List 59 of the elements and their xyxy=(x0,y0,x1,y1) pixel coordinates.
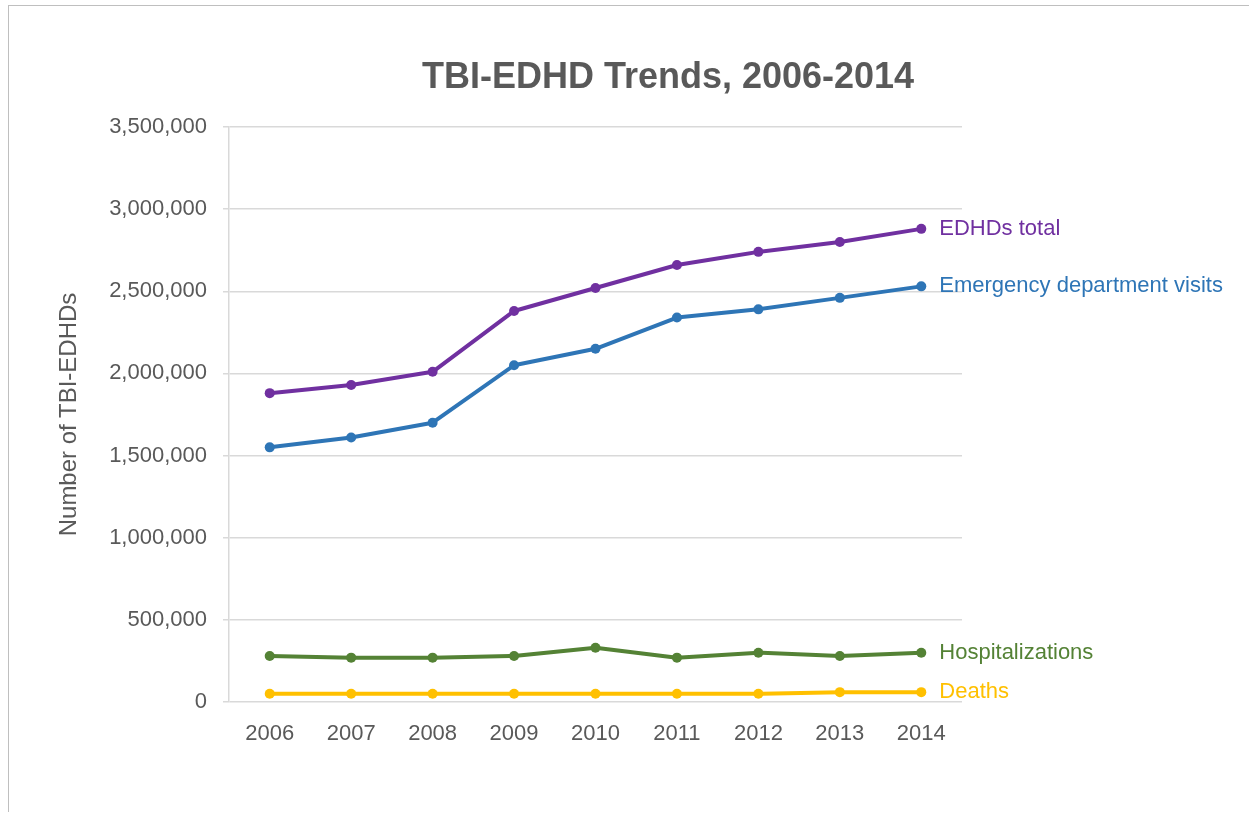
point xyxy=(346,688,357,699)
y-tick-label: 0 xyxy=(194,688,207,714)
x-tick-label: 2009 xyxy=(489,720,539,746)
point xyxy=(264,688,275,699)
point xyxy=(671,260,682,270)
x-tick-label: 2014 xyxy=(896,720,946,746)
point xyxy=(590,283,601,293)
point xyxy=(671,652,682,663)
point xyxy=(590,343,601,354)
point xyxy=(590,642,601,653)
point xyxy=(346,379,357,390)
y-tick-label: 2,500,000 xyxy=(109,277,207,303)
point xyxy=(834,651,845,661)
y-tick-label: 500,000 xyxy=(127,605,207,631)
chart-title: TBI-EDHD Trends, 2006-2014 xyxy=(420,55,916,96)
point xyxy=(916,687,927,698)
point xyxy=(753,688,764,699)
point xyxy=(509,306,520,316)
point xyxy=(509,360,520,371)
x-tick-label: 2012 xyxy=(733,720,783,746)
point xyxy=(427,652,438,663)
x-tick-label: 2007 xyxy=(326,720,376,746)
y-tick-label: 2,000,000 xyxy=(109,359,207,385)
point xyxy=(509,688,520,699)
point xyxy=(916,223,927,234)
y-tick-label: 1,500,000 xyxy=(109,441,207,467)
x-tick-label: 2013 xyxy=(815,720,865,746)
point xyxy=(427,366,438,377)
series-label: Emergency department visits xyxy=(939,272,1223,298)
y-tick-label: 3,000,000 xyxy=(109,195,207,221)
point xyxy=(671,312,682,323)
point xyxy=(509,651,520,661)
point xyxy=(916,281,927,292)
y-axis-title: Number of TBI-EDHDs xyxy=(54,292,82,537)
point xyxy=(427,688,438,699)
point xyxy=(590,688,601,699)
point xyxy=(671,688,682,699)
point xyxy=(264,651,275,661)
point xyxy=(346,432,357,443)
series-label: EDHDs total xyxy=(939,214,1061,240)
point xyxy=(753,246,764,257)
x-tick-label: 2011 xyxy=(653,720,701,746)
x-tick-label: 2008 xyxy=(408,720,458,746)
point xyxy=(834,687,845,698)
point xyxy=(916,647,927,658)
y-tick-label: 3,500,000 xyxy=(109,113,207,139)
point xyxy=(753,304,764,315)
x-tick-label: 2010 xyxy=(571,720,620,746)
point xyxy=(834,237,845,247)
x-tick-label: 2006 xyxy=(245,720,295,746)
y-tick-label: 1,000,000 xyxy=(109,523,207,549)
series-label: Deaths xyxy=(939,678,1009,704)
point xyxy=(346,652,357,663)
point xyxy=(264,442,275,453)
series-label: Hospitalizations xyxy=(939,638,1094,664)
point xyxy=(264,388,275,399)
point xyxy=(834,292,845,303)
point xyxy=(753,647,764,658)
point xyxy=(427,417,438,428)
